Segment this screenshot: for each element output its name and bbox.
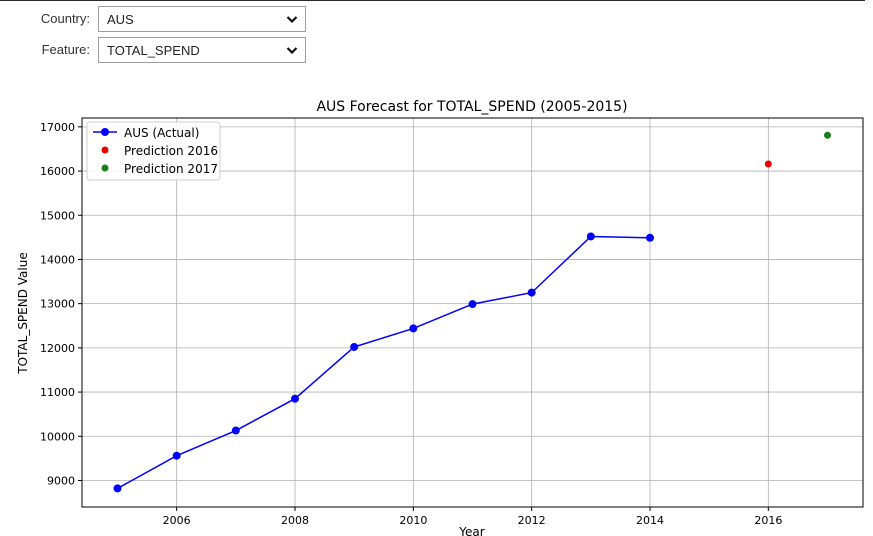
y-tick-label: 11000 [40, 386, 75, 399]
legend-swatch-actual-marker [101, 128, 109, 136]
y-tick-label: 12000 [40, 342, 75, 355]
country-dropdown-value: AUS [107, 12, 134, 27]
prediction-2017-point [824, 131, 831, 139]
feature-dropdown-value: TOTAL_SPEND [107, 43, 200, 58]
actual-data-point [231, 426, 240, 435]
legend-label-prediction-2017: Prediction 2017 [124, 162, 218, 176]
actual-data-point [527, 288, 536, 297]
y-tick-label: 10000 [40, 430, 75, 443]
y-tick-label: 14000 [40, 253, 75, 266]
legend-swatch-prediction-2017 [101, 164, 109, 172]
x-tick-label: 2008 [281, 514, 309, 527]
legend-label-actual: AUS (Actual) [124, 126, 199, 140]
forecast-chart: AUS Forecast for TOTAL_SPEND (2005-2015)… [16, 99, 864, 536]
actual-data-point [468, 300, 477, 309]
x-axis-label: Year [458, 525, 484, 536]
x-tick-label: 2006 [163, 514, 191, 527]
y-tick-label: 17000 [40, 121, 75, 134]
y-axis-label: TOTAL_SPEND Value [16, 252, 30, 375]
y-tick-label: 16000 [40, 165, 75, 178]
plot-frame [81, 117, 864, 508]
y-tick-label: 15000 [40, 209, 75, 222]
feature-label: Feature: [41, 42, 90, 57]
legend: AUS (Actual) Prediction 2016 Prediction … [86, 121, 221, 181]
x-tick-label: 2016 [754, 514, 782, 527]
x-tick-label: 2012 [518, 514, 546, 527]
actual-data-point [113, 484, 122, 493]
y-tick-label: 13000 [40, 298, 75, 311]
y-axis: 9000 10000 11000 12000 13000 14000 15000 16000 1… [40, 121, 82, 487]
grid [82, 118, 863, 507]
country-dropdown[interactable]: AUS [98, 6, 306, 32]
country-label: Country: [40, 11, 90, 26]
chevron-down-icon [286, 47, 298, 55]
actual-data-point [409, 324, 418, 333]
actual-data-point [586, 232, 595, 241]
legend-label-prediction-2016: Prediction 2016 [124, 144, 218, 158]
actual-data-point [291, 394, 299, 403]
y-tick-label: 9000 [47, 474, 75, 487]
chevron-down-icon [286, 16, 298, 24]
prediction-2016-point [764, 160, 772, 168]
actual-data-point [172, 451, 181, 460]
actual-series-line [117, 235, 651, 490]
actual-data-point [646, 233, 654, 242]
chart-title: AUS Forecast for TOTAL_SPEND (2005-2015) [316, 99, 627, 115]
series-layer [113, 131, 831, 493]
legend-box [86, 121, 221, 181]
x-tick-label: 2010 [399, 514, 427, 527]
actual-data-point [350, 342, 359, 351]
x-tick-label: 2014 [636, 514, 664, 527]
feature-dropdown[interactable]: TOTAL_SPEND [98, 37, 306, 63]
x-axis: 2006 2008 2010 2012 2014 2016 [163, 507, 782, 527]
legend-swatch-prediction-2016 [101, 146, 109, 154]
top-border-line [0, 0, 865, 1]
